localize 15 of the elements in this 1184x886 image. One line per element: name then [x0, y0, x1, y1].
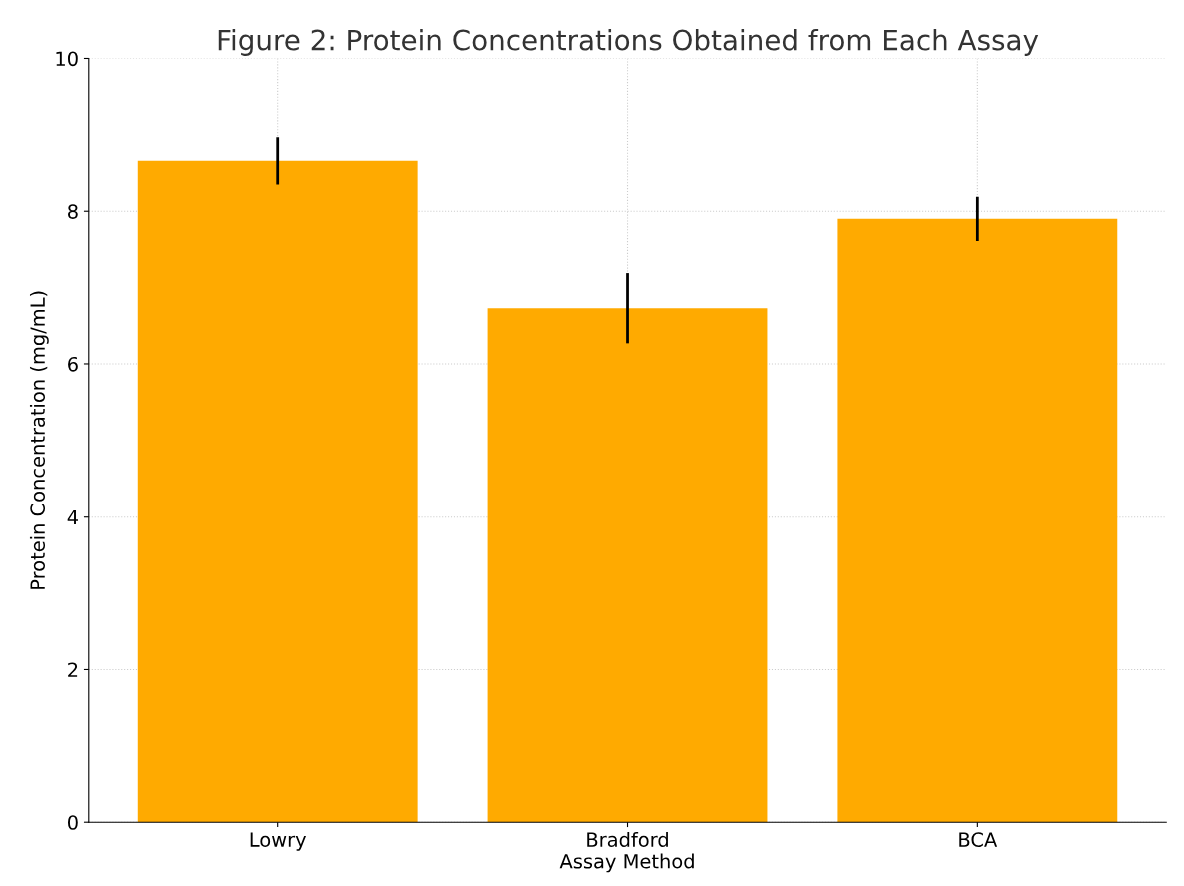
bar	[137, 160, 418, 823]
y-tick-label: 10	[56, 51, 78, 67]
x-tick-label: Lowry	[250, 832, 307, 851]
y-tick-label: 0	[67, 815, 78, 830]
bar	[487, 308, 768, 823]
y-tick-label: 6	[68, 356, 78, 372]
x-axis-title: Assay Method	[559, 853, 694, 873]
y-tick-label: 4	[67, 509, 78, 525]
x-tick-label: BCA	[959, 832, 998, 847]
y-tick-label: 8	[68, 204, 78, 219]
y-tick-label: 2	[68, 662, 78, 677]
bar	[837, 218, 1118, 823]
y-axis-title: Protein Concentration (mg/mL)	[29, 291, 49, 589]
x-tick-label: Bradford	[587, 831, 668, 847]
chart-title: Figure 2: Protein Concentrations Obtained from Each Assay	[218, 29, 1039, 56]
